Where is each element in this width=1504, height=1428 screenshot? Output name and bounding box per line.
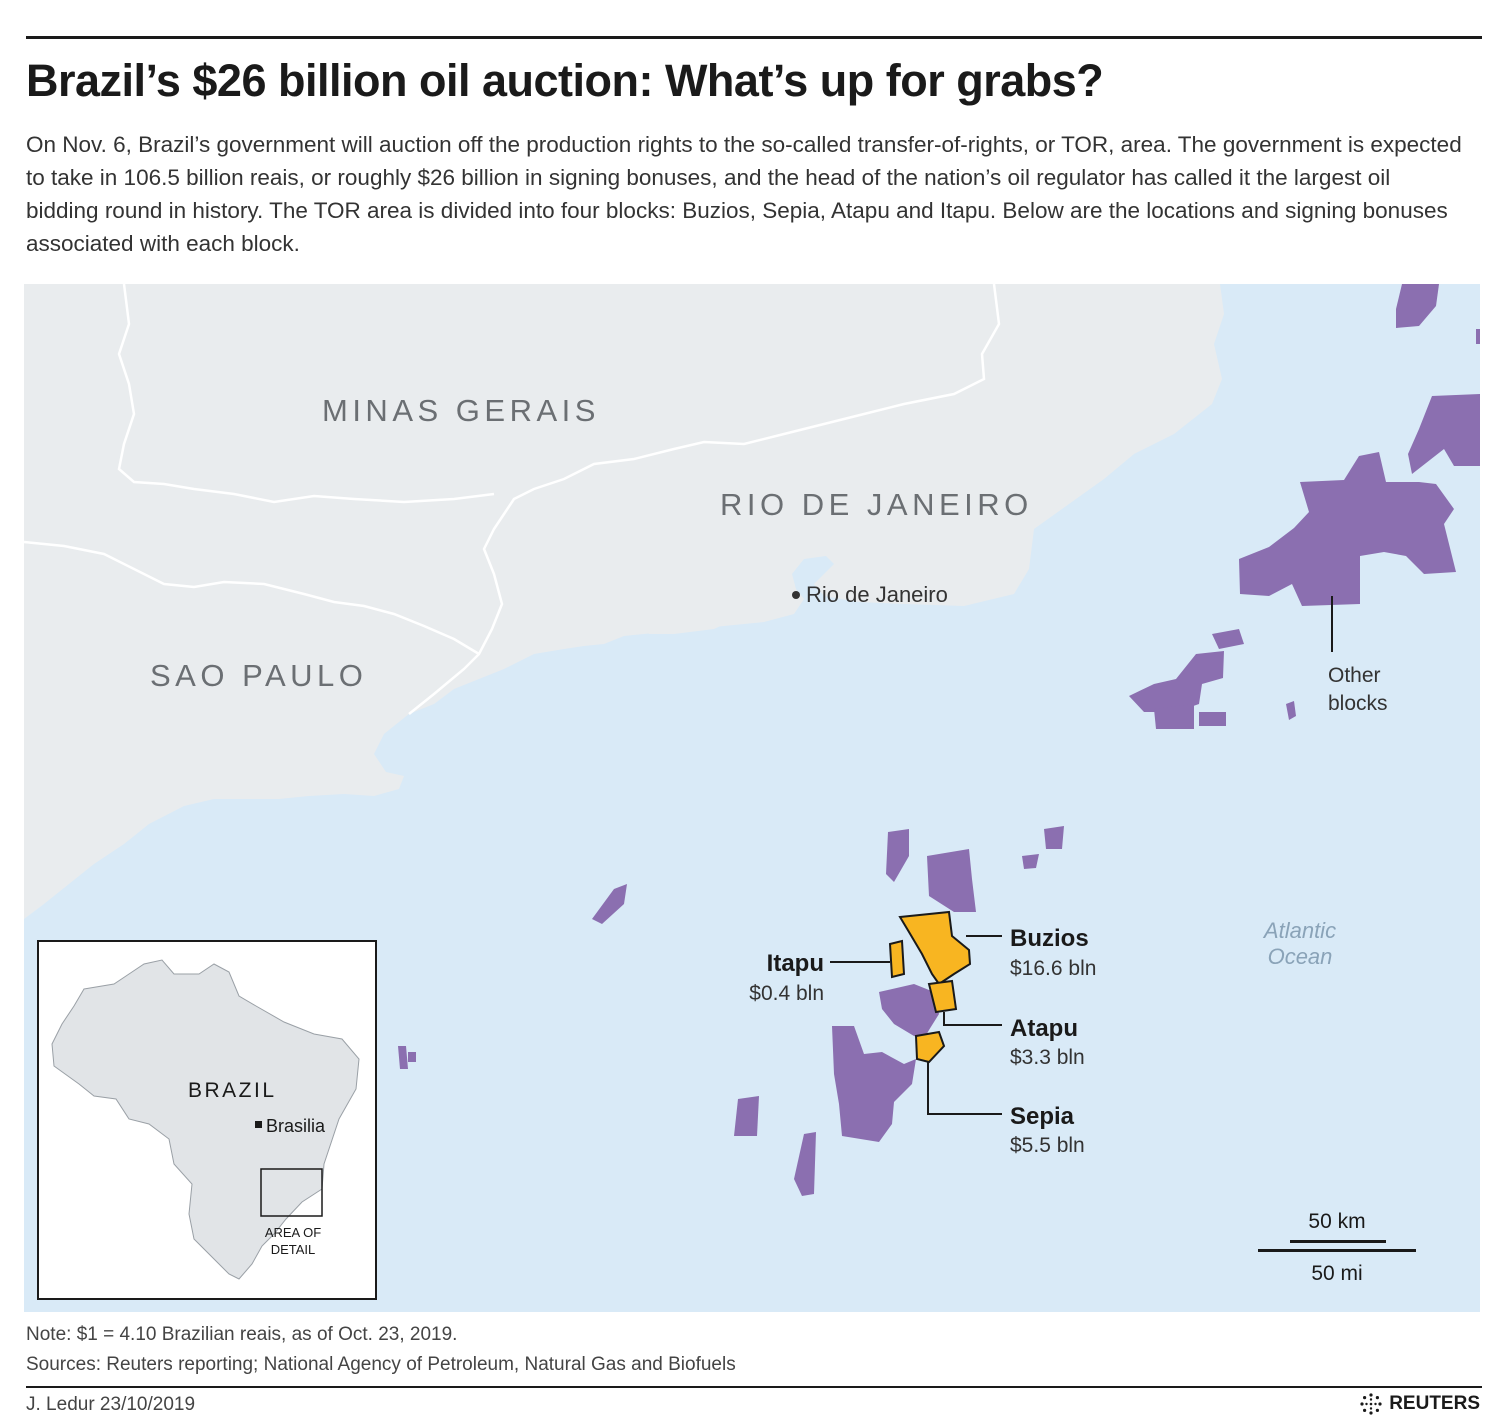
ocean-label-line2: Ocean [1268, 944, 1333, 969]
top-rule [26, 36, 1482, 39]
other-block [886, 829, 909, 882]
inset-country-label: BRAZIL [188, 1079, 277, 1102]
atapu-callout-line [943, 1012, 1002, 1026]
brand: REUTERS [1359, 1392, 1480, 1416]
city-marker [792, 591, 800, 599]
intro-text: On Nov. 6, Brazil’s government will auct… [26, 132, 1462, 256]
other-block [592, 884, 627, 924]
buzios-block [898, 910, 972, 986]
other-block [1199, 712, 1226, 726]
other-block [927, 849, 976, 912]
other-block [398, 1046, 408, 1069]
area-of-detail-label-line1: AREA OF [265, 1225, 321, 1240]
atapu-name: Atapu [1010, 1015, 1078, 1042]
inset-capital-label: Brasilia [266, 1116, 326, 1136]
footnote: Note: $1 = 4.10 Brazilian reais, as of O… [26, 1324, 458, 1345]
state-border [24, 540, 480, 656]
reuters-logo-icon [1360, 1393, 1382, 1415]
buzios-name: Buzios [1010, 925, 1089, 952]
other-blocks-label-line2: blocks [1328, 692, 1388, 715]
inset-map: BRAZIL Brasilia AREA OF DETAIL [37, 940, 377, 1300]
other-block [1022, 854, 1039, 869]
area-of-detail-box [260, 1168, 323, 1217]
map: MINAS GERAIS RIO DE JANEIRO SAO PAULO Ri… [24, 284, 1480, 1312]
other-block [1129, 651, 1224, 712]
itapu-bonus: $0.4 bln [749, 982, 824, 1005]
brand-name: REUTERS [1389, 1393, 1480, 1414]
other-block [1212, 629, 1244, 649]
other-blocks-label-line1: Other [1328, 664, 1381, 687]
scale-km-label: 50 km [1308, 1210, 1365, 1233]
state-label-rio-de-janeiro: RIO DE JANEIRO [720, 487, 1033, 522]
sepia-callout-line [927, 1062, 1002, 1115]
sepia-name: Sepia [1010, 1103, 1075, 1130]
page-title: Brazil’s $26 billion oil auction: What’s… [26, 55, 1104, 106]
other-block [1396, 284, 1439, 328]
other-block [794, 1132, 816, 1196]
other-blocks [398, 284, 1480, 1196]
other-block [1286, 701, 1296, 720]
other-block [408, 1052, 416, 1062]
other-block [1239, 452, 1456, 606]
atapu-block [927, 979, 958, 1014]
scale-km-bar [1290, 1240, 1386, 1243]
other-block [1408, 394, 1480, 474]
state-border [408, 284, 1001, 715]
buzios-bonus: $16.6 bln [1010, 957, 1096, 980]
scale-mi-bar [1258, 1249, 1416, 1252]
sepia-block [914, 1030, 946, 1064]
other-block [1154, 704, 1194, 729]
ocean-label-line1: Atlantic [1262, 918, 1336, 943]
itapu-name: Itapu [767, 950, 824, 977]
credit: J. Ledur 23/10/2019 [26, 1394, 196, 1415]
atapu-bonus: $3.3 bln [1010, 1046, 1085, 1069]
state-label-minas-gerais: MINAS GERAIS [322, 393, 600, 428]
city-label: Rio de Janeiro [806, 582, 948, 607]
sepia-bonus: $5.5 bln [1010, 1134, 1085, 1157]
inset-capital-marker [255, 1121, 262, 1128]
inset-brazil-shape [51, 959, 360, 1280]
sources: Sources: Reuters reporting; National Age… [26, 1354, 736, 1375]
island [642, 614, 729, 634]
bottom-rule [26, 1386, 1482, 1388]
island [512, 629, 569, 648]
itapu-block [888, 939, 906, 979]
area-of-detail-label-line2: DETAIL [271, 1242, 316, 1257]
other-block [832, 1026, 916, 1142]
callouts [830, 596, 1333, 1115]
other-block [734, 1096, 759, 1136]
state-border [117, 284, 495, 504]
other-block [879, 984, 939, 1039]
tor-blocks [888, 910, 972, 1064]
other-block [1476, 329, 1480, 344]
other-block [1044, 826, 1064, 849]
scale-bar: 50 km 50 mi [1258, 1210, 1416, 1285]
land [24, 284, 1224, 919]
scale-mi-label: 50 mi [1311, 1262, 1362, 1285]
state-label-sao-paulo: SAO PAULO [150, 658, 367, 693]
